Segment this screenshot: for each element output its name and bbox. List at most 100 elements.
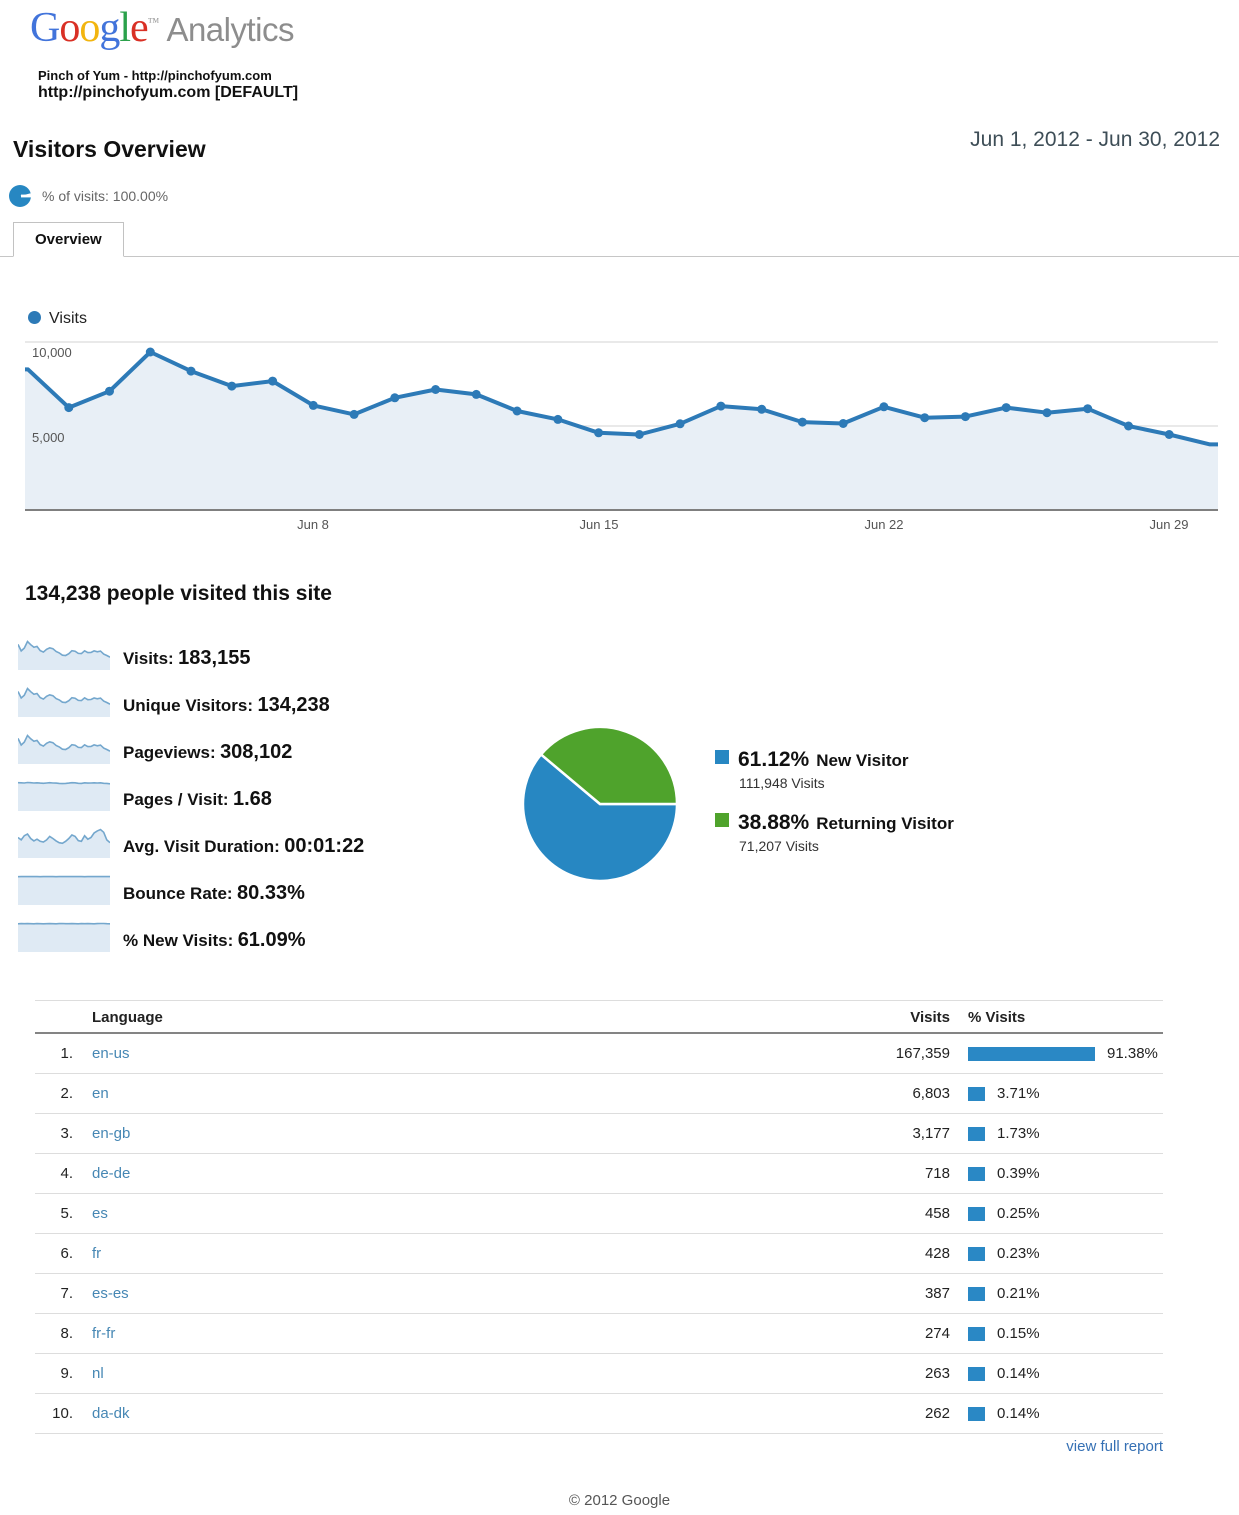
- logo-letter: o: [79, 5, 100, 51]
- row-percent: 0.25%: [997, 1205, 1040, 1223]
- row-percent: 0.15%: [997, 1325, 1040, 1343]
- row-percent: 3.71%: [997, 1085, 1040, 1103]
- profile-name: http://pinchofyum.com [DEFAULT]: [38, 84, 299, 101]
- x-tick-label: Jun 29: [1149, 517, 1189, 532]
- x-tick-label: Jun 8: [297, 517, 329, 532]
- table-row: 9. nl 263 0.14%: [35, 1354, 1163, 1394]
- google-logo-text: Google™: [30, 5, 160, 51]
- sparkline-visits: [18, 640, 110, 670]
- percent-bar: [968, 1086, 985, 1101]
- visits-line-chart-svg: [25, 341, 1218, 511]
- language-link[interactable]: nl: [92, 1365, 104, 1382]
- row-visits: 167,359: [895, 1045, 950, 1062]
- legend-percent: 61.12%: [738, 748, 810, 771]
- column-header-pct-visits[interactable]: % Visits: [968, 1009, 1026, 1026]
- legend-dot-icon: [28, 311, 41, 324]
- sparkline-unique-visitors: [18, 687, 110, 717]
- legend-visits: 111,948 Visits: [739, 775, 825, 791]
- sparkline-avg-visit-duration: [18, 828, 110, 858]
- column-header-visits[interactable]: Visits: [910, 1009, 950, 1026]
- percent-bar: [968, 1326, 985, 1341]
- visitors-summary-heading: 134,238 people visited this site: [25, 582, 332, 605]
- metric-value: 308,102: [220, 741, 293, 763]
- row-percent: 0.14%: [997, 1365, 1040, 1383]
- table-row: 7. es-es 387 0.21%: [35, 1274, 1163, 1314]
- logo-letter: G: [30, 5, 60, 51]
- sparkline-pageviews: [18, 734, 110, 764]
- page-title: Visitors Overview: [13, 136, 206, 162]
- view-full-report-link[interactable]: view full report: [1066, 1438, 1163, 1455]
- language-link[interactable]: en: [92, 1085, 109, 1102]
- language-link[interactable]: fr: [92, 1245, 102, 1262]
- x-axis-ticks: Jun 8 Jun 15 Jun 22 Jun 29: [25, 517, 1218, 535]
- language-link[interactable]: fr-fr: [92, 1325, 116, 1342]
- logo-letter: g: [99, 5, 120, 51]
- metric-row-pageviews: Pageviews: 308,102: [18, 728, 718, 768]
- metric-row-unique-visitors: Unique Visitors: 134,238: [18, 681, 718, 721]
- pie-legend-item: 38.88% Returning Visitor 71,207 Visits: [715, 811, 954, 854]
- language-link[interactable]: es: [92, 1205, 108, 1222]
- language-table-header: Language Visits % Visits: [35, 1001, 1163, 1034]
- metric-row-pages-per-visit: Pages / Visit: 1.68: [18, 775, 718, 815]
- account-name: Pinch of Yum - http://pinchofyum.com: [38, 68, 272, 83]
- row-rank: 8.: [60, 1325, 73, 1342]
- language-link[interactable]: es-es: [92, 1285, 129, 1302]
- percent-bar: [968, 1366, 985, 1381]
- table-row: 5. es 458 0.25%: [35, 1194, 1163, 1234]
- table-row: 6. fr 428 0.23%: [35, 1234, 1163, 1274]
- language-link[interactable]: da-dk: [92, 1405, 130, 1422]
- percent-bar: [968, 1286, 985, 1301]
- metric-row-visits: Visits: 183,155: [18, 634, 718, 674]
- metric-label: Visits:: [123, 649, 174, 668]
- row-rank: 5.: [60, 1205, 73, 1222]
- legend-name: New Visitor: [816, 751, 909, 770]
- row-visits: 428: [924, 1245, 950, 1262]
- visitor-type-pie-svg: [521, 725, 679, 883]
- google-analytics-logo: Google™ Analytics: [30, 4, 294, 52]
- legend-swatch-icon: [715, 750, 729, 764]
- metric-row-bounce-rate: Bounce Rate: 80.33%: [18, 869, 718, 909]
- segment-row: % of visits: 100.00%: [8, 184, 168, 210]
- table-row: 3. en-gb 3,177 1.73%: [35, 1114, 1163, 1154]
- visitor-type-pie-chart[interactable]: [520, 724, 680, 889]
- row-visits: 458: [924, 1205, 950, 1222]
- row-percent: 0.21%: [997, 1285, 1040, 1303]
- metric-value: 1.68: [232, 788, 272, 810]
- percent-bar: [968, 1206, 985, 1221]
- metric-label: Bounce Rate:: [123, 884, 233, 903]
- percent-bar: [968, 1406, 985, 1421]
- legend-swatch-icon: [715, 813, 729, 827]
- row-rank: 4.: [60, 1165, 73, 1182]
- row-percent: 91.38%: [1107, 1045, 1158, 1063]
- legend-percent: 38.88%: [738, 811, 810, 834]
- y-tick-label: 10,000: [32, 345, 72, 360]
- visits-line-chart[interactable]: 10,000 5,000: [25, 341, 1218, 511]
- table-row: 4. de-de 718 0.39%: [35, 1154, 1163, 1194]
- metric-value: 134,238: [257, 694, 330, 716]
- legend-name: Returning Visitor: [816, 814, 954, 833]
- metric-value: 00:01:22: [284, 835, 365, 857]
- row-rank: 9.: [60, 1365, 73, 1382]
- column-header-language[interactable]: Language: [92, 1009, 163, 1026]
- logo-letter: ™: [147, 15, 160, 29]
- tab-overview[interactable]: Overview: [13, 222, 124, 257]
- language-link[interactable]: de-de: [92, 1165, 131, 1182]
- pie-legend-item: 61.12% New Visitor 111,948 Visits: [715, 748, 909, 791]
- row-rank: 10.: [52, 1405, 73, 1422]
- metric-label: Pages / Visit:: [123, 790, 229, 809]
- row-rank: 3.: [60, 1125, 73, 1142]
- y-tick-label: 5,000: [32, 430, 65, 445]
- date-range-selector[interactable]: Jun 1, 2012 - Jun 30, 2012: [970, 128, 1220, 151]
- row-percent: 0.39%: [997, 1165, 1040, 1183]
- table-row: 8. fr-fr 274 0.15%: [35, 1314, 1163, 1354]
- legend-visits: 71,207 Visits: [739, 838, 819, 854]
- language-link[interactable]: en-gb: [92, 1125, 131, 1142]
- chart-legend: Visits: [28, 310, 87, 328]
- percent-bar: [968, 1166, 985, 1181]
- language-link[interactable]: en-us: [92, 1045, 130, 1062]
- legend-label: Visits: [49, 310, 87, 327]
- metric-label: Unique Visitors:: [123, 696, 254, 715]
- sparkline-new-visits: [18, 922, 110, 952]
- x-tick-label: Jun 22: [864, 517, 904, 532]
- percent-bar: [968, 1126, 985, 1141]
